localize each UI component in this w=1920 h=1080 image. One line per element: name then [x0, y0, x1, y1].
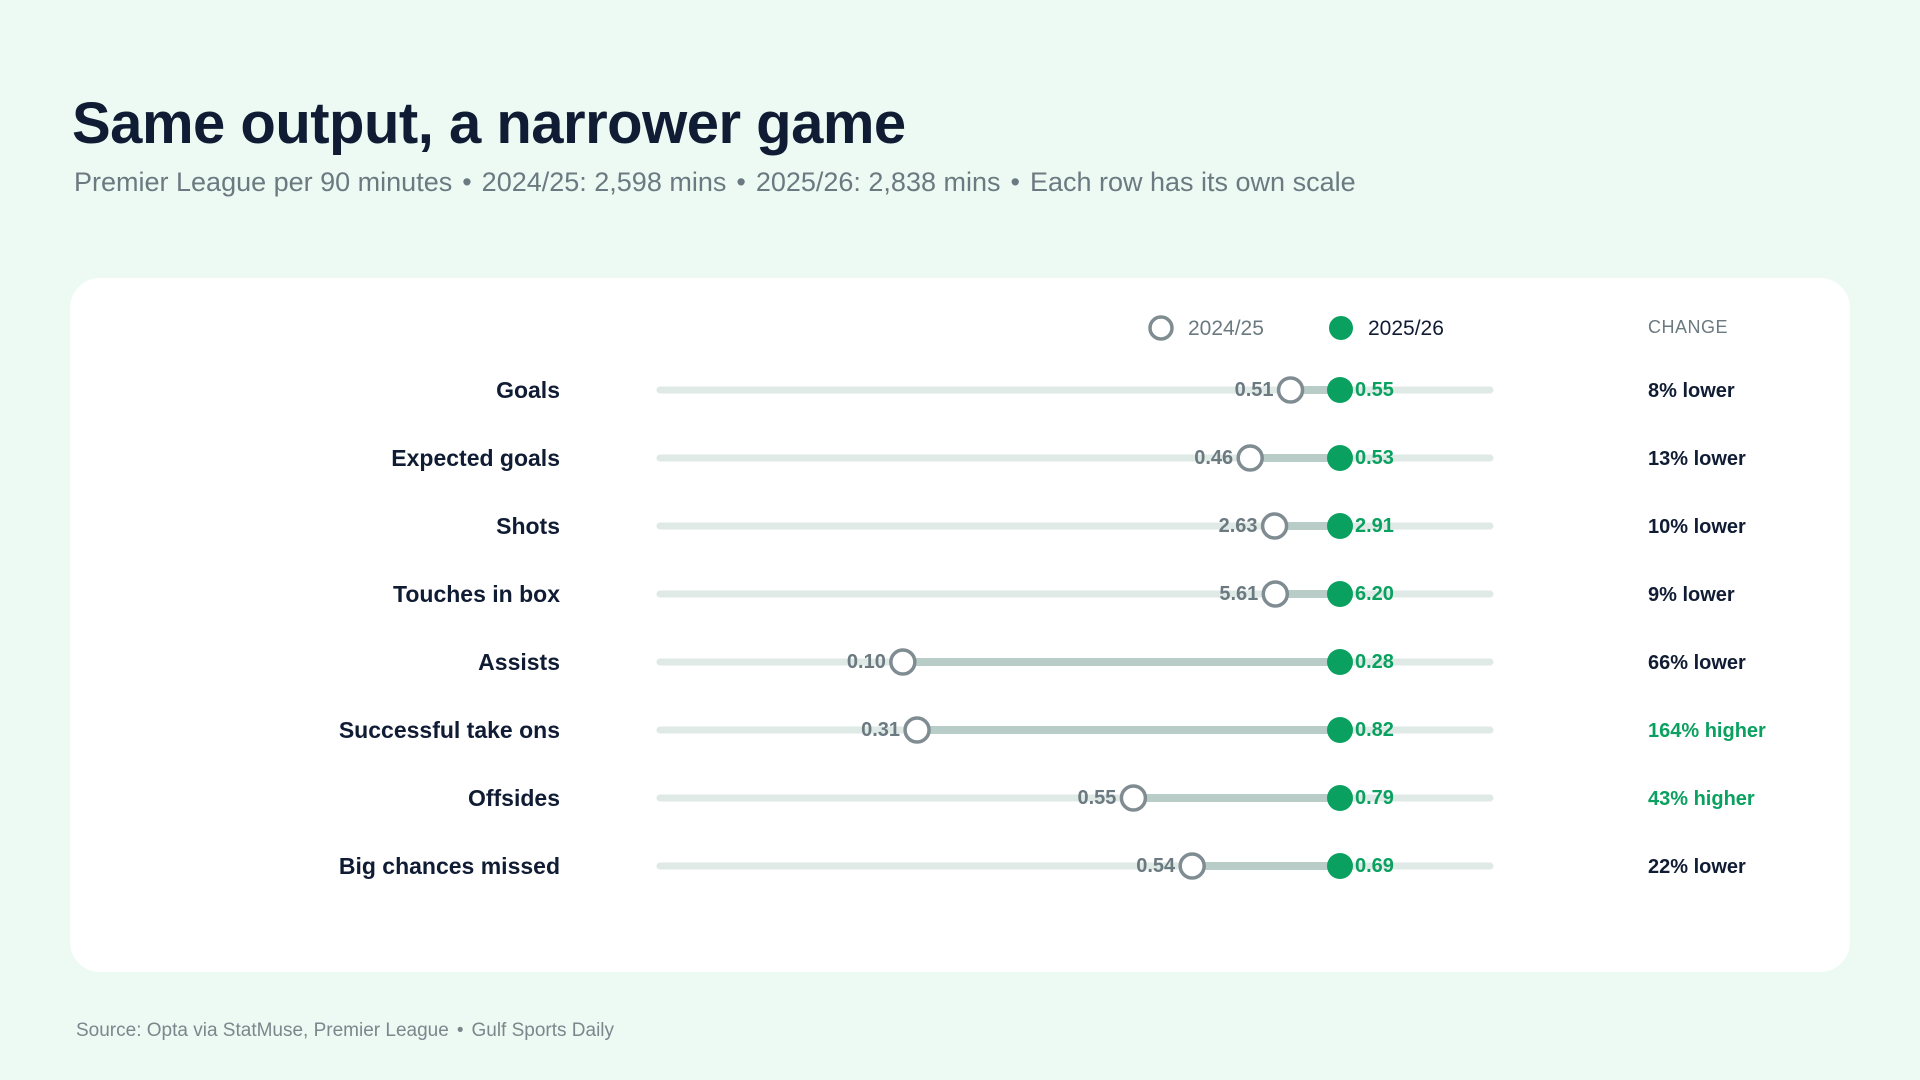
marker-2024-successful-take-ons — [903, 716, 931, 744]
change-value-offsides: 43% higher — [1648, 788, 1755, 810]
change-value-expected-goals: 13% lower — [1648, 448, 1746, 470]
row-label-touches-in-box: Touches in box — [393, 581, 560, 607]
marker-2025-big-chances-missed — [1327, 853, 1353, 879]
legend-marker-2024 — [1148, 315, 1174, 341]
change-column-header: CHANGE — [1648, 317, 1728, 337]
value-label-2024-goals: 0.51 — [1235, 379, 1274, 401]
value-label-2024-expected-goals: 0.46 — [1194, 447, 1233, 469]
row-label-goals: Goals — [496, 377, 560, 403]
value-label-2024-touches-in-box: 5.61 — [1219, 583, 1258, 605]
value-label-2024-assists: 0.10 — [847, 651, 886, 673]
publisher-text: Gulf Sports Daily — [471, 1020, 615, 1041]
subtitle-part-scope: Premier League per 90 minutes — [74, 167, 453, 197]
change-value-goals: 8% lower — [1648, 380, 1735, 402]
bullet-separator: • — [736, 167, 746, 197]
row-label-big-chances-missed: Big chances missed — [339, 853, 560, 879]
marker-2024-big-chances-missed — [1178, 852, 1206, 880]
subtitle-part-2024-minutes: 2024/25: 2,598 mins — [481, 167, 727, 197]
legend-label-2024: 2024/25 — [1188, 317, 1264, 340]
value-label-2025-big-chances-missed: 0.69 — [1355, 855, 1394, 877]
chart-card: 2024/25 2025/26 CHANGE Goals 0.51 0.55 8% lowe… — [70, 278, 1850, 972]
marker-2024-goals — [1276, 376, 1305, 404]
row-label-successful-take-ons: Successful take ons — [339, 717, 560, 743]
row-label-expected-goals: Expected goals — [391, 445, 560, 471]
change-value-shots: 10% lower — [1648, 516, 1746, 538]
bullet-separator: • — [456, 1020, 464, 1041]
marker-2025-successful-take-ons — [1327, 717, 1353, 743]
value-label-2024-offsides: 0.55 — [1077, 787, 1116, 809]
marker-2025-shots — [1327, 513, 1353, 539]
source-line: Source: Opta via StatMuse, Premier Leagu… — [76, 1020, 614, 1042]
value-label-2025-goals: 0.55 — [1355, 379, 1394, 401]
marker-2025-expected-goals — [1327, 445, 1353, 471]
row-label-offsides: Offsides — [468, 785, 560, 811]
value-label-2025-assists: 0.28 — [1355, 651, 1394, 673]
bullet-separator: • — [1010, 167, 1020, 197]
marker-2025-goals — [1327, 377, 1353, 403]
change-value-big-chances-missed: 22% lower — [1648, 856, 1746, 878]
value-label-2024-shots: 2.63 — [1219, 515, 1258, 537]
change-value-assists: 66% lower — [1648, 652, 1746, 674]
marker-2024-offsides — [1119, 784, 1148, 812]
subtitle-part-scale-note: Each row has its own scale — [1029, 167, 1356, 197]
bullet-separator: • — [462, 167, 472, 197]
marker-2025-touches-in-box — [1327, 581, 1353, 607]
marker-2025-assists — [1327, 649, 1353, 675]
change-value-successful-take-ons: 164% higher — [1648, 720, 1766, 742]
marker-2025-offsides — [1327, 785, 1353, 811]
value-label-2025-expected-goals: 0.53 — [1355, 447, 1394, 469]
value-label-2025-shots: 2.91 — [1355, 515, 1394, 537]
legend-marker-2025 — [1329, 316, 1353, 340]
marker-2024-touches-in-box — [1261, 580, 1290, 608]
dot-chart: 2024/25 2025/26 CHANGE Goals 0.51 0.55 8% lowe… — [339, 315, 1766, 880]
value-label-2025-touches-in-box: 6.20 — [1355, 583, 1394, 605]
subtitle-part-2025-minutes: 2025/26: 2,838 mins — [755, 167, 1001, 197]
row-label-shots: Shots — [496, 513, 560, 539]
value-label-2025-successful-take-ons: 0.82 — [1355, 719, 1394, 741]
value-label-2024-big-chances-missed: 0.54 — [1136, 855, 1176, 877]
marker-2024-shots — [1260, 512, 1289, 540]
change-value-touches-in-box: 9% lower — [1648, 584, 1735, 606]
source-text: Source: Opta via StatMuse, Premier Leagu… — [76, 1020, 449, 1041]
legend-label-2025: 2025/26 — [1368, 317, 1444, 340]
value-label-2025-offsides: 0.79 — [1355, 787, 1394, 809]
marker-2024-expected-goals — [1236, 444, 1264, 472]
subtitle: Premier League per 90 minutes • 2024/25: 2… — [74, 164, 1356, 200]
value-label-2024-successful-take-ons: 0.31 — [861, 719, 900, 741]
page-title: Same output, a narrower game — [72, 91, 906, 156]
marker-2024-assists — [889, 648, 917, 676]
row-label-assists: Assists — [478, 649, 560, 675]
